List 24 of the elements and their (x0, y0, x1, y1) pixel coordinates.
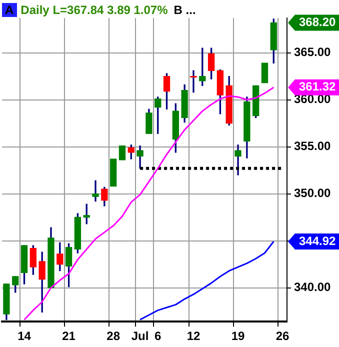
x-tick-label: 14 (18, 329, 32, 344)
x-tick-label: 6 (154, 329, 162, 344)
x-tick-label: Jul (131, 329, 149, 344)
y-tick-label: 350.00 (294, 186, 332, 200)
x-tick-label: 28 (106, 329, 120, 344)
candlestick (118, 146, 126, 160)
x-tick-label: 26 (276, 329, 290, 344)
y-tick-label: 355.00 (294, 139, 332, 154)
y-tick-label: 360.00 (294, 92, 332, 106)
text: 344.92 (299, 234, 336, 248)
x-tick-label: 21 (62, 329, 76, 344)
chart-title: Daily L=367.84 3.89 1.07% (20, 2, 168, 16)
x-tick-label: 12 (186, 329, 200, 344)
y-tick-label: 365.00 (294, 45, 332, 60)
text: A (2, 2, 17, 16)
text: 361.32 (299, 80, 336, 94)
y-tick-label: 340.00 (294, 280, 332, 294)
candlestick (261, 62, 268, 84)
text: B ... (174, 2, 196, 16)
x-tick-label: 19 (231, 329, 246, 344)
candlestick (190, 70, 197, 93)
candlestick (92, 180, 99, 202)
text: 368.20 (299, 15, 336, 30)
candlestick (110, 158, 117, 187)
